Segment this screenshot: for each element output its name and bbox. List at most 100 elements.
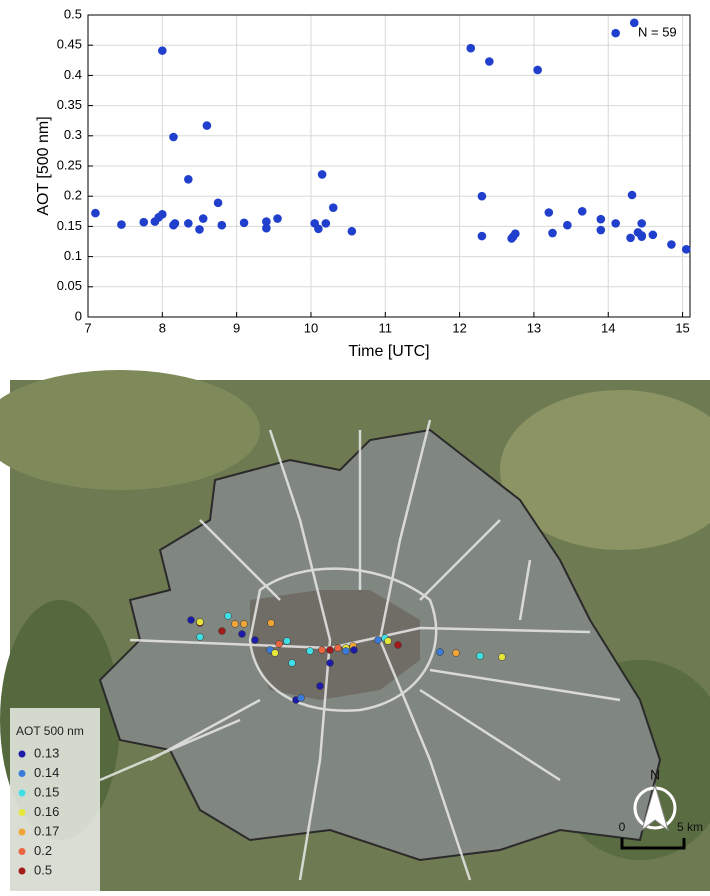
map-point xyxy=(196,633,204,641)
scale-label: 5 km xyxy=(677,820,703,834)
data-point xyxy=(563,220,572,230)
data-point xyxy=(184,174,193,184)
map-point xyxy=(275,640,283,648)
data-point xyxy=(477,231,487,241)
data-point xyxy=(184,219,193,228)
x-tick-label: 14 xyxy=(601,320,615,335)
data-point xyxy=(91,208,100,218)
data-point xyxy=(328,203,338,212)
y-tick-label: 0.35 xyxy=(57,97,82,112)
data-point xyxy=(273,214,282,223)
scale-bar xyxy=(620,838,686,850)
x-tick-label: 11 xyxy=(379,320,393,335)
x-tick-label: 9 xyxy=(233,320,240,335)
map-point xyxy=(288,659,296,667)
y-tick-label: 0.05 xyxy=(57,278,82,293)
data-point xyxy=(317,170,327,179)
data-point xyxy=(466,43,476,53)
data-point xyxy=(681,245,691,254)
map-point xyxy=(476,652,484,660)
map-point xyxy=(334,644,342,652)
annotation: N = 59 xyxy=(638,24,677,39)
legend-title: AOT 500 nm xyxy=(16,724,84,738)
map-point xyxy=(498,653,506,661)
data-point xyxy=(629,18,639,28)
legend-label: 0.16 xyxy=(34,804,59,819)
map-point xyxy=(452,649,460,657)
y-axis-label: AOT [500 nm] xyxy=(35,116,52,215)
data-point xyxy=(611,28,620,38)
data-point xyxy=(198,214,208,223)
y-tick-label: 0.3 xyxy=(64,127,82,142)
legend-marker xyxy=(18,848,26,855)
data-point xyxy=(158,210,167,219)
data-point xyxy=(626,233,635,243)
legend-label: 0.2 xyxy=(34,843,52,858)
scale-label: 0 xyxy=(619,820,626,834)
x-tick-label: 10 xyxy=(304,320,318,335)
x-tick-label: 15 xyxy=(675,320,689,335)
x-tick-label: 12 xyxy=(452,320,466,335)
x-tick-label: 8 xyxy=(159,320,166,335)
data-point xyxy=(577,207,587,216)
map-point xyxy=(316,682,324,690)
map-point xyxy=(224,612,232,620)
data-point xyxy=(158,46,167,55)
map-point xyxy=(374,636,382,644)
y-tick-label: 0.1 xyxy=(64,248,82,263)
data-point xyxy=(321,219,331,228)
map-point xyxy=(326,659,334,667)
data-point xyxy=(202,121,212,130)
legend-marker xyxy=(18,750,26,758)
legend-label: 0.13 xyxy=(34,745,59,760)
map-point xyxy=(384,637,392,645)
x-tick-label: 7 xyxy=(84,320,91,335)
inner-city xyxy=(250,590,420,700)
data-point xyxy=(596,225,606,235)
map-point xyxy=(297,694,305,702)
data-point xyxy=(262,217,271,226)
data-point xyxy=(548,228,557,238)
data-point xyxy=(169,132,178,142)
legend-marker xyxy=(18,770,26,777)
data-point xyxy=(347,226,357,236)
y-tick-label: 0.4 xyxy=(64,67,82,82)
x-tick-label: 13 xyxy=(527,320,541,335)
legend-label: 0.17 xyxy=(34,823,59,838)
plot-frame xyxy=(87,14,691,318)
y-tick-label: 0.5 xyxy=(64,6,82,21)
y-tick-label: 0.25 xyxy=(57,157,82,172)
map-point xyxy=(394,641,402,649)
compass: N xyxy=(633,767,677,832)
data-point xyxy=(611,219,620,228)
y-tick-label: 0 xyxy=(75,308,82,323)
data-point xyxy=(637,231,646,240)
legend-marker xyxy=(18,828,26,836)
data-point xyxy=(217,220,227,230)
y-tick-label: 0.2 xyxy=(64,188,82,203)
map-point xyxy=(318,646,326,654)
map-point xyxy=(350,646,358,654)
map-point xyxy=(267,619,275,627)
data-point xyxy=(596,214,606,224)
field xyxy=(0,370,260,490)
map-point xyxy=(238,630,246,638)
data-point xyxy=(485,57,494,66)
y-tick-label: 0.45 xyxy=(57,37,82,52)
map-point xyxy=(306,647,314,655)
data-point xyxy=(117,220,126,229)
data-point xyxy=(533,65,542,75)
field xyxy=(500,390,710,550)
map-point xyxy=(342,647,350,655)
data-point xyxy=(195,225,204,234)
legend-marker xyxy=(18,867,26,875)
map-point xyxy=(436,648,444,656)
map-point xyxy=(283,637,291,645)
y-tick-label: 0.15 xyxy=(57,218,82,233)
map-point xyxy=(196,618,204,626)
map-point xyxy=(271,649,279,657)
legend-label: 0.14 xyxy=(34,765,59,780)
data-point xyxy=(648,230,658,240)
